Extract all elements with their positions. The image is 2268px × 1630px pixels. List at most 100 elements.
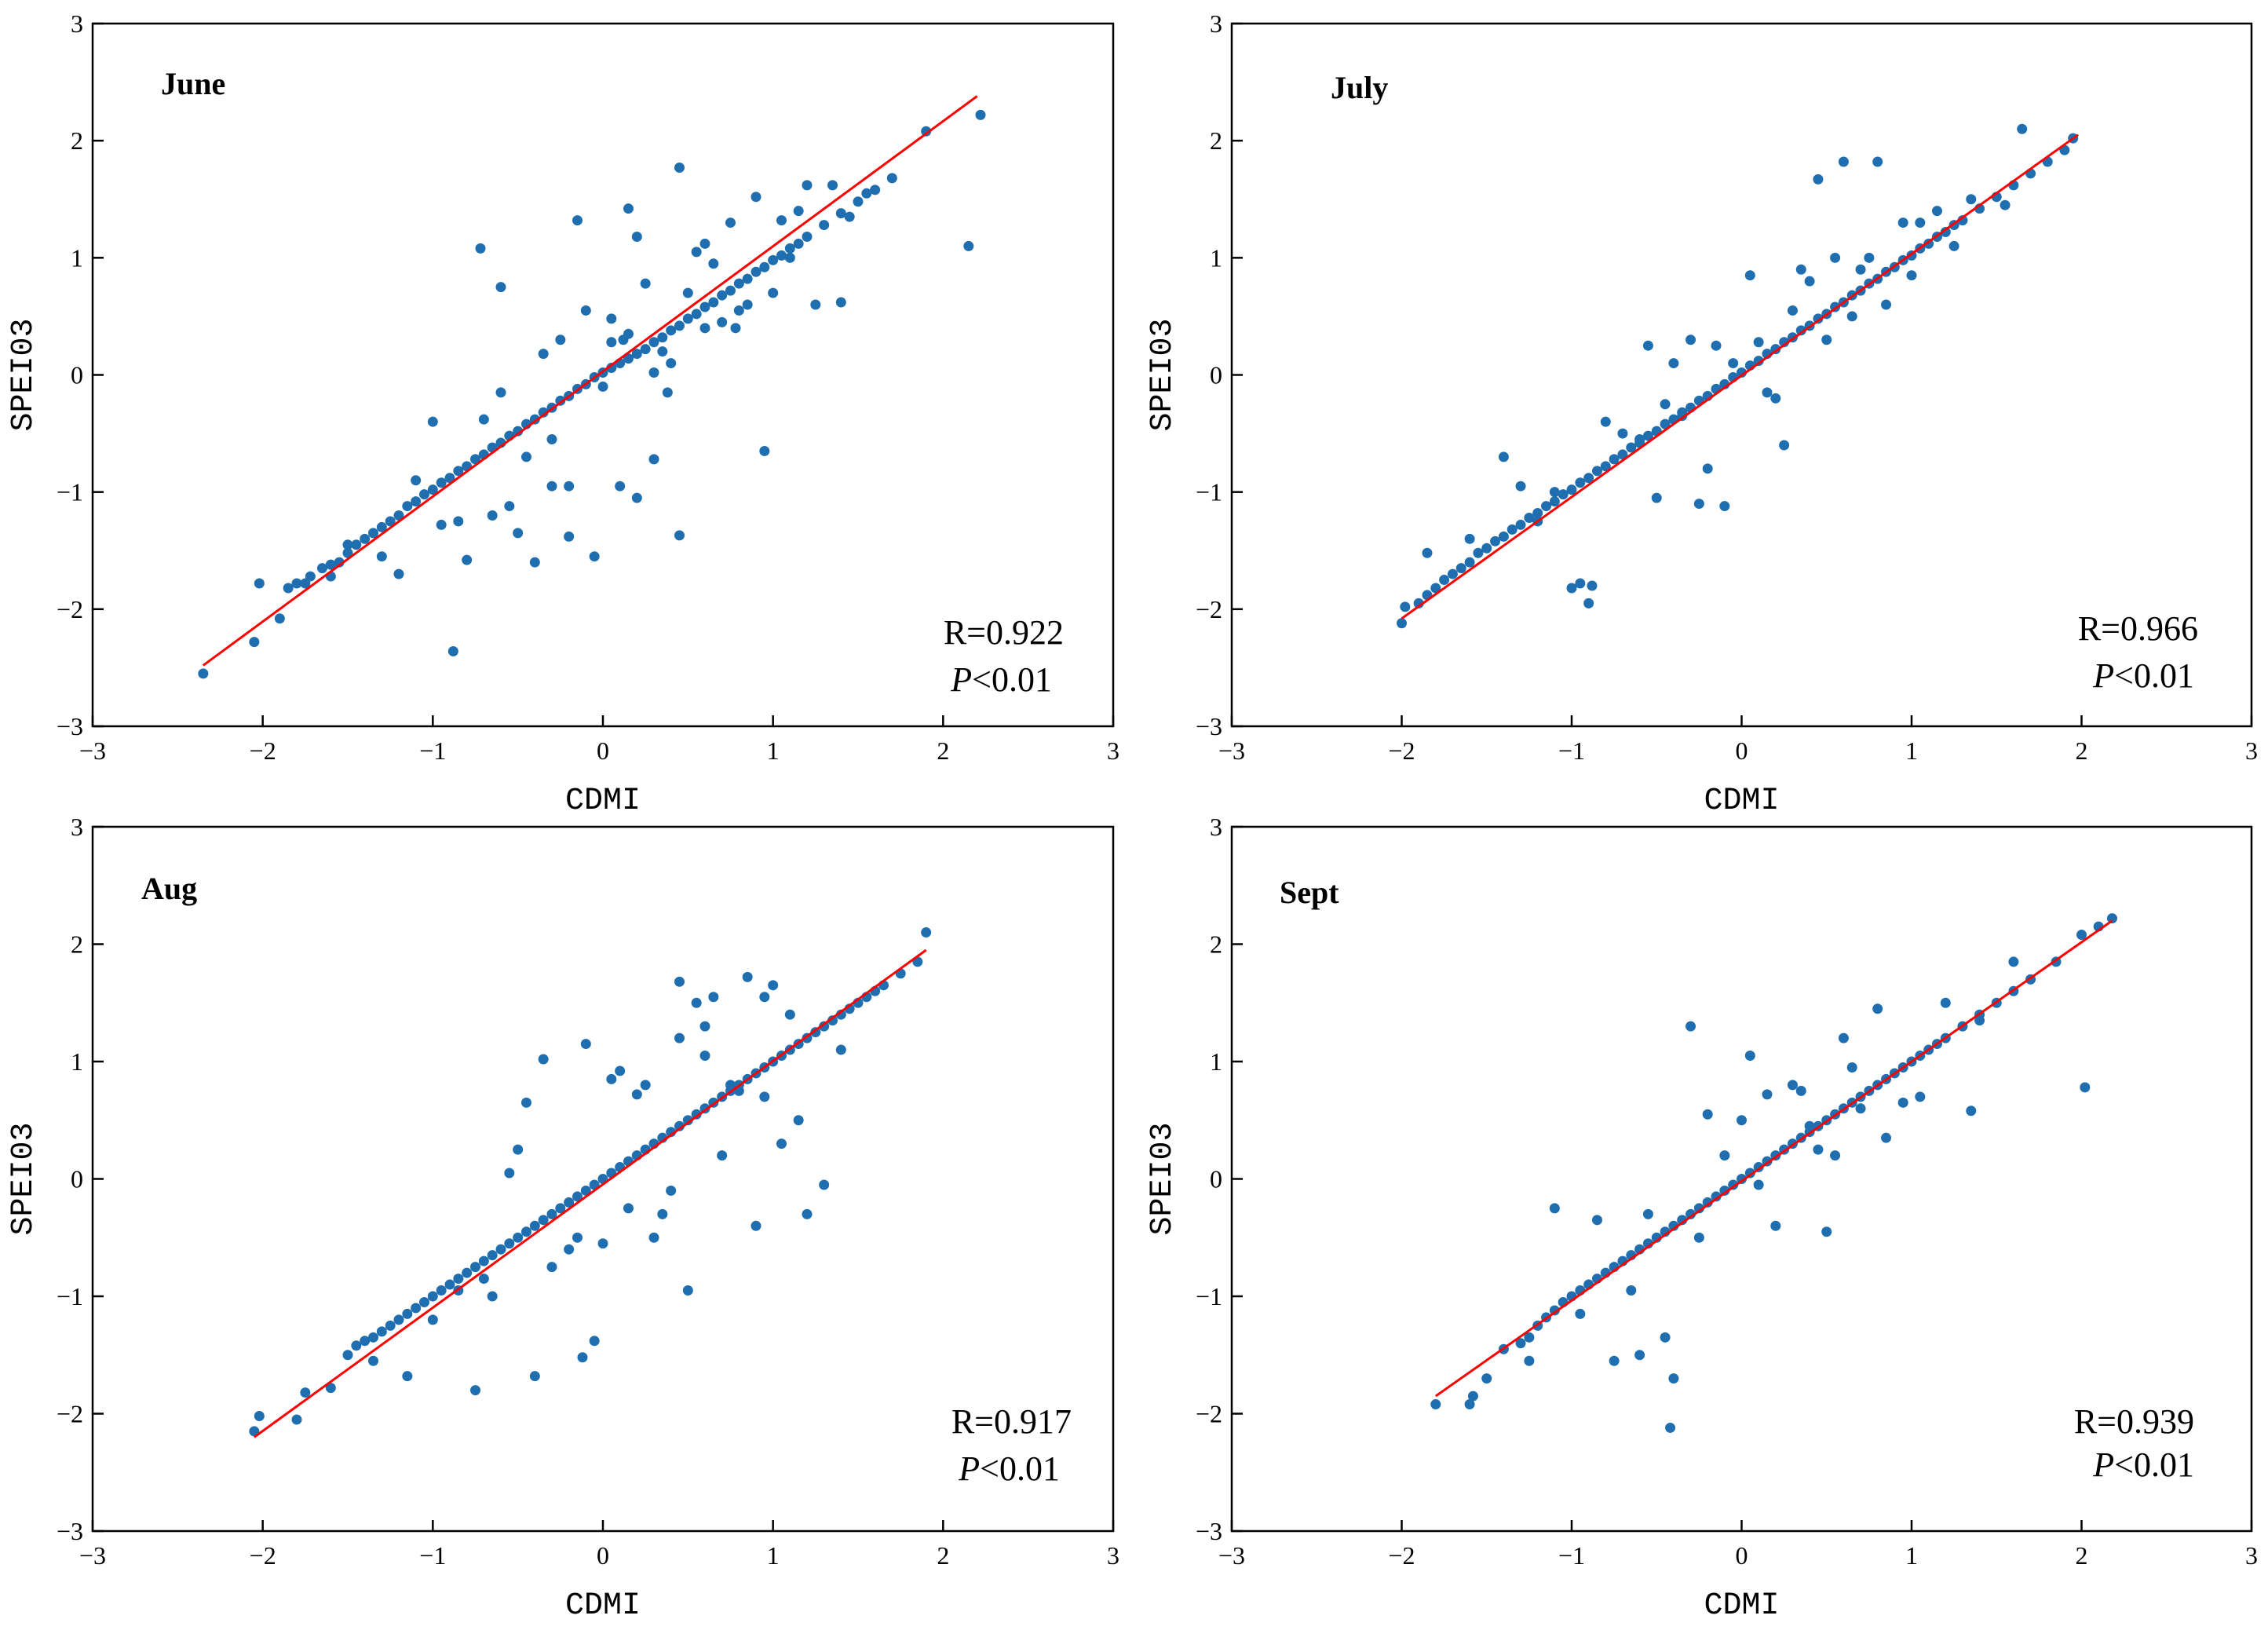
data-point [1881, 1132, 1892, 1143]
data-point [717, 290, 728, 301]
data-point [1626, 1285, 1637, 1296]
data-point [360, 533, 371, 544]
panel-aug: −3 −2 −1 0 1 2 3 −3 −2 −1 0 1 2 3 Aug CDMI SPEI03 R=0… [6, 813, 1119, 1624]
x-tick-label: −1 [1558, 1541, 1585, 1570]
x-axis-label: CDMI [565, 784, 641, 819]
data-point [478, 1255, 489, 1266]
y-tick-label: 2 [1210, 126, 1222, 155]
data-point [699, 238, 710, 249]
p-value-label: P<0.01 [950, 660, 1052, 699]
data-point [1566, 484, 1577, 495]
regression-line [1401, 133, 2080, 619]
data-point [462, 554, 473, 565]
regression-line [1434, 919, 2113, 1398]
data-point [1753, 356, 1764, 367]
data-point [572, 215, 583, 226]
data-point [1821, 334, 1832, 345]
data-point [342, 539, 353, 550]
p-symbol: P [2092, 1445, 2114, 1484]
data-point [436, 519, 447, 530]
data-point [1813, 174, 1824, 185]
x-tick-label: −3 [1218, 736, 1245, 765]
data-point [1430, 583, 1441, 594]
data-point [666, 358, 677, 369]
data-point [402, 501, 413, 512]
data-point [1719, 1150, 1730, 1161]
data-point [776, 1138, 787, 1149]
data-point [1830, 1150, 1841, 1161]
data-point [1753, 1179, 1764, 1190]
x-tick-label: 2 [2076, 1541, 2088, 1570]
data-point [618, 334, 629, 345]
scatter-points [1430, 913, 2117, 1433]
data-point [1498, 451, 1509, 462]
data-point [1864, 252, 1875, 263]
data-point [1591, 1215, 1602, 1226]
data-point [1702, 1109, 1713, 1120]
data-point [453, 1274, 464, 1285]
x-tick-label: −3 [79, 1541, 106, 1570]
y-tick-label: −2 [1196, 595, 1222, 623]
data-point [1685, 1021, 1696, 1032]
y-tick-label: 3 [71, 9, 83, 38]
data-point [300, 578, 311, 589]
data-point [699, 323, 710, 334]
data-point [631, 349, 642, 360]
data-point [1549, 487, 1560, 498]
y-axis-label: SPEI03 [1145, 318, 1181, 431]
y-tick-label: 0 [71, 361, 83, 389]
x-tick-label: 3 [2245, 1541, 2258, 1570]
data-point [1549, 1203, 1560, 1214]
data-point [529, 557, 540, 568]
data-point [538, 1215, 549, 1226]
data-point [360, 1336, 371, 1347]
data-point [615, 481, 626, 492]
data-point [393, 510, 404, 521]
data-point [1541, 501, 1552, 512]
y-tick-label: 3 [1210, 813, 1222, 841]
y-tick-label: −2 [57, 1400, 83, 1428]
axis-ticks: −3 −2 −1 0 1 2 3 −3 −2 −1 0 1 2 3 [1196, 813, 2258, 1570]
data-point [444, 1279, 455, 1290]
data-point [793, 206, 804, 217]
data-point [546, 1262, 557, 1273]
data-point [436, 1285, 447, 1296]
data-point [1397, 618, 1407, 629]
data-point [1532, 508, 1543, 519]
data-point [1665, 1422, 1676, 1433]
data-point [768, 287, 779, 298]
data-point [1762, 387, 1773, 398]
data-point [631, 1089, 642, 1100]
data-point [751, 266, 761, 277]
data-point [249, 637, 260, 648]
data-point [470, 1262, 480, 1273]
data-point [742, 299, 753, 310]
x-tick-label: 1 [1905, 1541, 1918, 1570]
data-point [385, 516, 396, 527]
data-point [1464, 533, 1475, 544]
data-point [1966, 1106, 1977, 1117]
data-point [640, 344, 651, 355]
y-tick-label: −3 [57, 712, 83, 740]
data-point [1609, 454, 1620, 465]
data-point [521, 451, 531, 462]
data-point [1762, 1089, 1773, 1100]
data-point [861, 188, 872, 199]
y-tick-label: 2 [71, 930, 83, 959]
data-point [274, 613, 285, 624]
data-point [963, 240, 974, 251]
data-point [802, 180, 813, 191]
data-point [597, 1238, 608, 1249]
data-point [730, 323, 741, 334]
data-point [759, 1091, 770, 1102]
data-point [1642, 1208, 1653, 1219]
data-point [623, 353, 634, 364]
data-point [1974, 1015, 1985, 1026]
data-point [1838, 1032, 1849, 1043]
data-point [648, 454, 659, 465]
data-point [1906, 270, 1917, 281]
data-point [470, 1385, 480, 1396]
data-point [1915, 1091, 1926, 1102]
y-tick-label: −3 [57, 1517, 83, 1545]
data-point [751, 192, 761, 203]
